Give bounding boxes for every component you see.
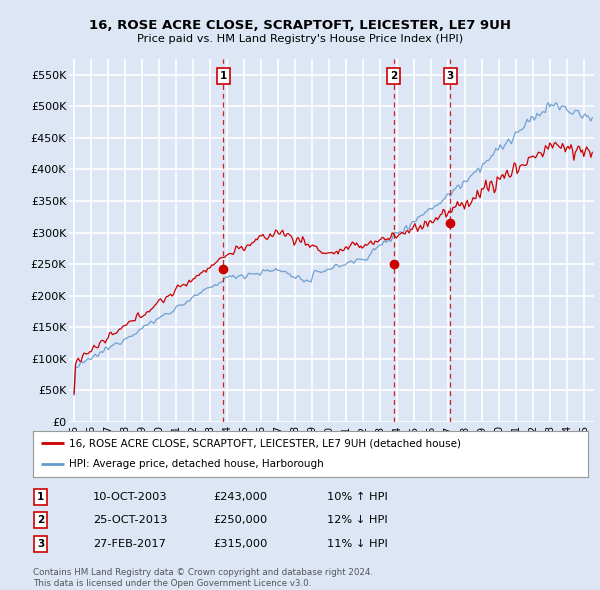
Text: £315,000: £315,000 — [213, 539, 268, 549]
Text: 11% ↓ HPI: 11% ↓ HPI — [327, 539, 388, 549]
Text: 16, ROSE ACRE CLOSE, SCRAPTOFT, LEICESTER, LE7 9UH (detached house): 16, ROSE ACRE CLOSE, SCRAPTOFT, LEICESTE… — [69, 438, 461, 448]
Text: 10-OCT-2003: 10-OCT-2003 — [93, 492, 167, 502]
Text: 3: 3 — [447, 71, 454, 81]
Text: 3: 3 — [37, 539, 44, 549]
Text: £250,000: £250,000 — [213, 516, 267, 525]
Text: 16, ROSE ACRE CLOSE, SCRAPTOFT, LEICESTER, LE7 9UH: 16, ROSE ACRE CLOSE, SCRAPTOFT, LEICESTE… — [89, 19, 511, 32]
Text: 12% ↓ HPI: 12% ↓ HPI — [327, 516, 388, 525]
Text: 2: 2 — [37, 516, 44, 525]
Text: 27-FEB-2017: 27-FEB-2017 — [93, 539, 166, 549]
Text: 1: 1 — [220, 71, 227, 81]
Text: 10% ↑ HPI: 10% ↑ HPI — [327, 492, 388, 502]
Text: Price paid vs. HM Land Registry's House Price Index (HPI): Price paid vs. HM Land Registry's House … — [137, 34, 463, 44]
Text: 1: 1 — [37, 492, 44, 502]
Text: Contains HM Land Registry data © Crown copyright and database right 2024.
This d: Contains HM Land Registry data © Crown c… — [33, 568, 373, 588]
Text: £243,000: £243,000 — [213, 492, 267, 502]
Text: 25-OCT-2013: 25-OCT-2013 — [93, 516, 167, 525]
Text: 2: 2 — [390, 71, 397, 81]
Text: HPI: Average price, detached house, Harborough: HPI: Average price, detached house, Harb… — [69, 459, 324, 469]
